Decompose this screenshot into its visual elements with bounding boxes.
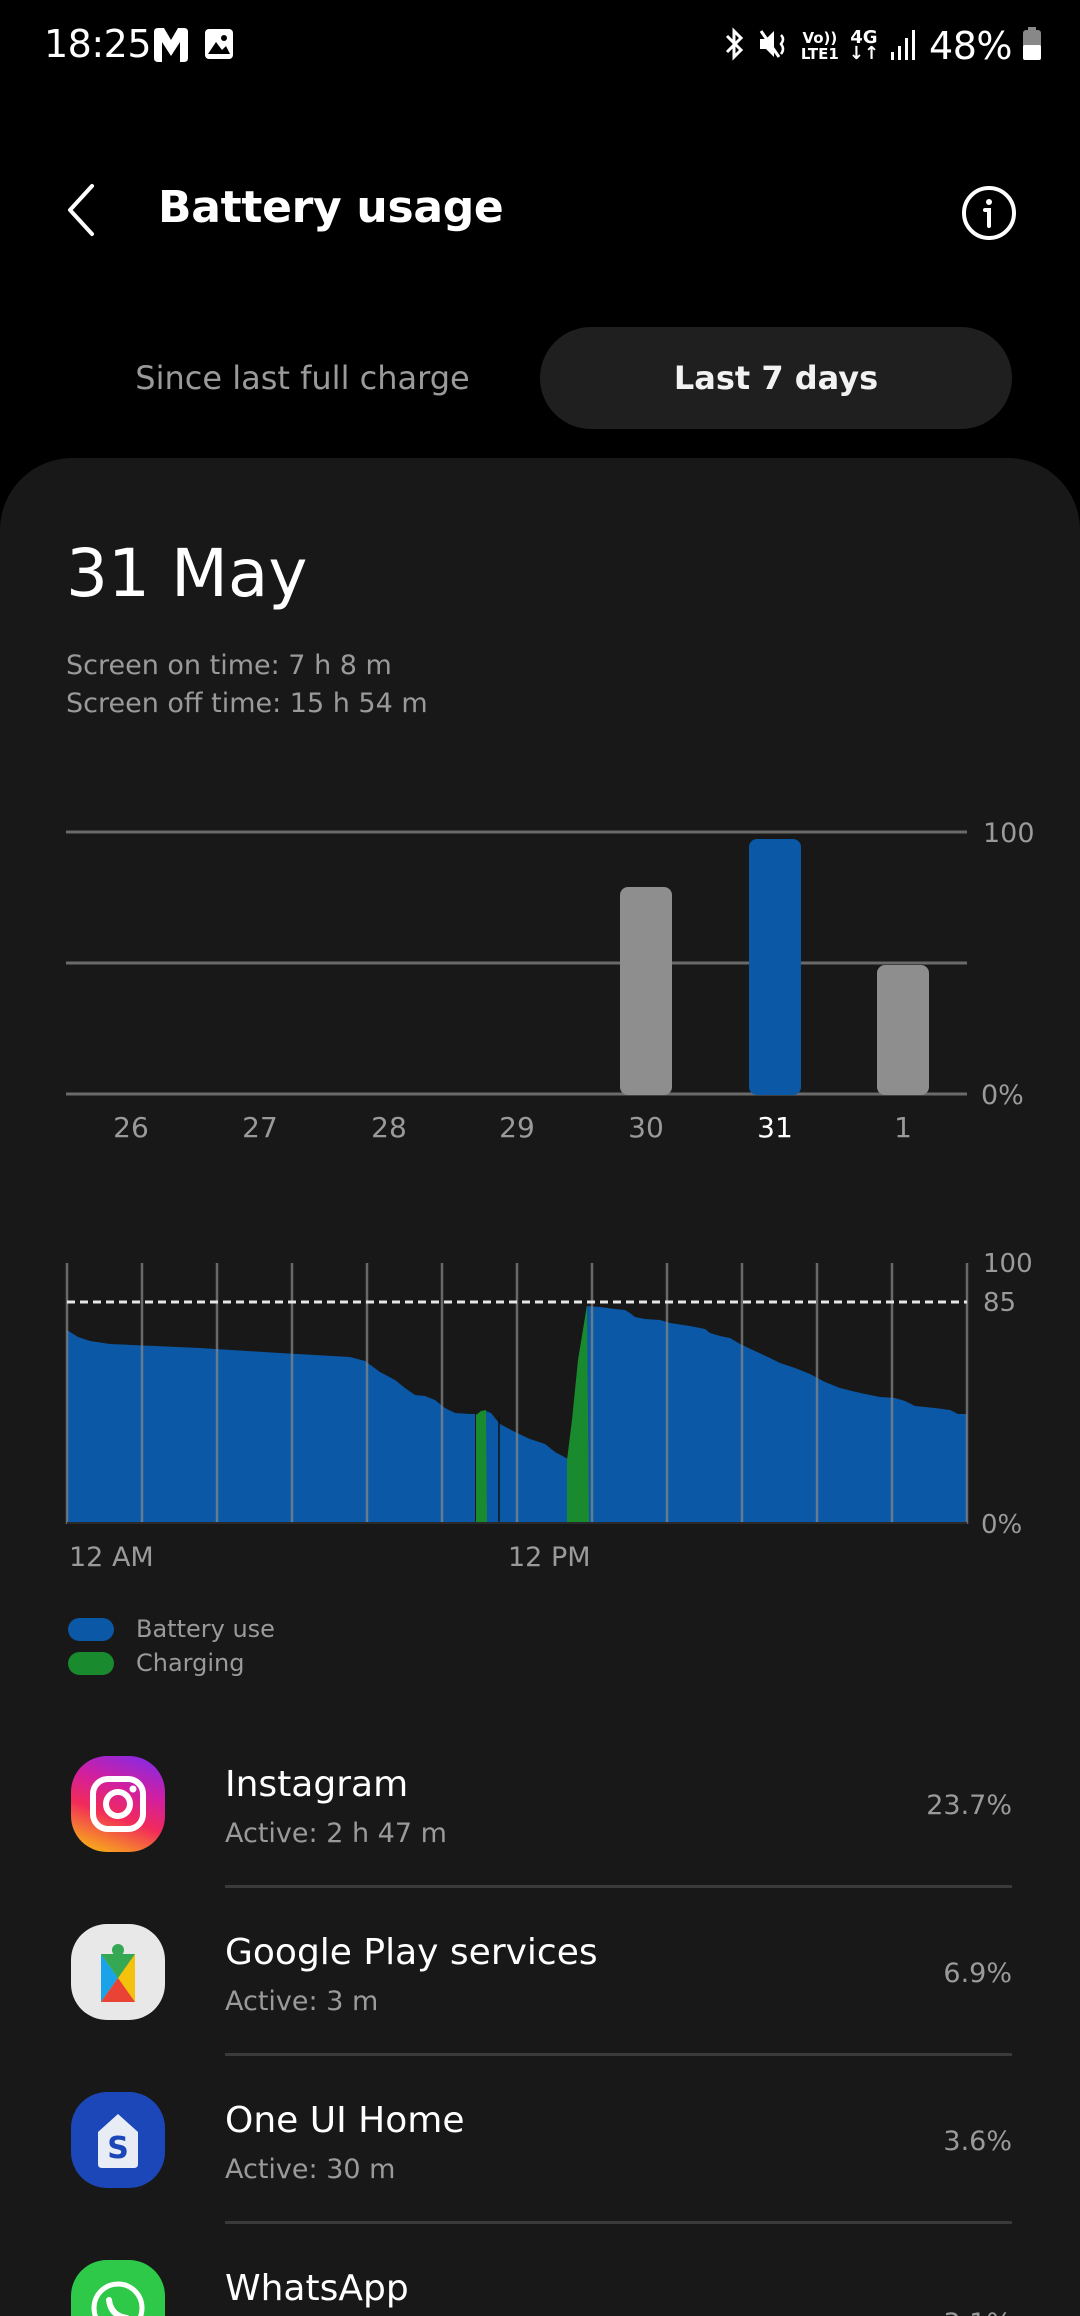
- app-row-instagram[interactable]: Instagram Active: 2 h 47 m 23.7%: [0, 1720, 1080, 1888]
- bluetooth-icon: [721, 27, 747, 65]
- back-chevron-icon: [68, 184, 94, 236]
- tab-since-last-full-charge[interactable]: Since last full charge: [135, 359, 470, 397]
- status-bar: 18:25 Vo)) LTE1 4G ↓↑ 48%: [0, 0, 1080, 95]
- y-tick-100: 100: [983, 1249, 1033, 1279]
- back-button[interactable]: [60, 180, 120, 250]
- divider: [225, 2053, 1012, 2056]
- system-status-icons: Vo)) LTE1 4G ↓↑ 48%: [721, 20, 1042, 72]
- gmail-icon: [152, 28, 190, 66]
- y-tick-0: 0%: [981, 1080, 1024, 1111]
- app-usage-percent: 6.9%: [943, 1958, 1012, 1989]
- charging-swatch: [68, 1651, 114, 1675]
- y-tick-0: 0%: [981, 1510, 1022, 1540]
- app-bar: Battery usage: [0, 160, 1080, 265]
- y-tick-85: 85: [983, 1288, 1016, 1318]
- selected-date: 31 May: [66, 535, 308, 612]
- gallery-icon: [204, 28, 234, 64]
- battery-icon: [1022, 27, 1042, 65]
- app-row-whatsapp[interactable]: WhatsApp 3.1%: [0, 2224, 1080, 2316]
- mute-icon: [757, 27, 791, 65]
- svg-text:S: S: [107, 2131, 129, 2166]
- one-ui-home-icon: S: [71, 2092, 165, 2188]
- bar-30[interactable]: [620, 887, 672, 1095]
- info-button[interactable]: [958, 182, 1020, 244]
- battery-percent: 48%: [929, 24, 1012, 68]
- weekly-bar-chart: 100 0% 26 27 28 29 30 31 1: [0, 800, 1080, 1160]
- day-label-26[interactable]: 26: [113, 1111, 149, 1144]
- whatsapp-icon: [71, 2260, 165, 2316]
- app-row-google-play-services[interactable]: Google Play services Active: 3 m 6.9%: [0, 1888, 1080, 2056]
- 4g-data-icon: 4G ↓↑: [848, 27, 880, 64]
- period-tabs: Since last full charge Last 7 days: [0, 327, 1080, 429]
- bar-1[interactable]: [877, 965, 929, 1095]
- x-tick-12pm: 12 PM: [508, 1542, 591, 1573]
- charging-segment-2: [567, 1305, 589, 1523]
- x-tick-12am: 12 AM: [69, 1542, 154, 1573]
- battery-use-area: [67, 1330, 475, 1523]
- chart-legend: Battery use Charging: [68, 1612, 275, 1680]
- legend-charging: Charging: [68, 1646, 275, 1680]
- day-label-27[interactable]: 27: [242, 1111, 278, 1144]
- day-label-31[interactable]: 31: [757, 1111, 793, 1144]
- tab-last-7-days[interactable]: Last 7 days: [540, 327, 1012, 429]
- divider: [225, 1885, 1012, 1888]
- y-tick-100: 100: [983, 818, 1035, 849]
- screen-on-time: Screen on time: 7 h 8 m: [66, 650, 392, 681]
- app-usage-percent: 3.1%: [943, 2308, 1012, 2316]
- signal-icon: [889, 28, 919, 64]
- daily-battery-level-chart: 100 85 0% 12 AM 12 PM: [0, 1240, 1080, 1580]
- day-label-30[interactable]: 30: [628, 1111, 664, 1144]
- day-label-1[interactable]: 1: [894, 1111, 912, 1144]
- app-usage-list: Instagram Active: 2 h 47 m 23.7% Google …: [0, 1720, 1080, 2316]
- google-play-services-icon: [71, 1924, 165, 2020]
- legend-battery-use: Battery use: [68, 1612, 275, 1646]
- day-label-29[interactable]: 29: [499, 1111, 535, 1144]
- screen-off-time: Screen off time: 15 h 54 m: [66, 688, 428, 719]
- battery-use-swatch: [68, 1617, 114, 1641]
- instagram-icon: [71, 1756, 165, 1852]
- page-title: Battery usage: [158, 182, 504, 233]
- charging-segment-1: [476, 1410, 487, 1523]
- app-usage-percent: 23.7%: [926, 1790, 1012, 1821]
- app-row-one-ui-home[interactable]: S One UI Home Active: 30 m 3.6%: [0, 2056, 1080, 2224]
- status-time: 18:25: [44, 22, 152, 66]
- vertical-gridlines: [65, 1263, 969, 1524]
- bar-31[interactable]: [749, 839, 801, 1095]
- divider: [225, 2221, 1012, 2224]
- volte-lte1-icon: Vo)) LTE1: [800, 29, 839, 63]
- app-usage-percent: 3.6%: [943, 2126, 1012, 2157]
- day-label-28[interactable]: 28: [371, 1111, 407, 1144]
- info-icon: [962, 186, 1016, 240]
